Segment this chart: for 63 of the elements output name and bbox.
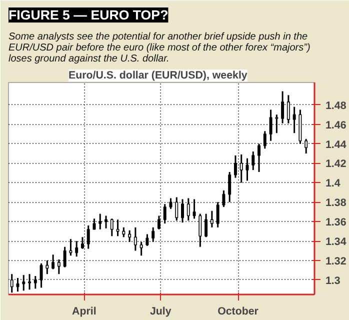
- candlestick: [69, 238, 72, 256]
- candlestick: [210, 210, 214, 228]
- y-tick-label: 1.4: [326, 178, 340, 190]
- candlestick: [57, 258, 60, 275]
- candlestick: [292, 106, 296, 134]
- y-tick-label: 1.32: [326, 255, 346, 268]
- candlestick: [28, 273, 32, 290]
- chart-subtitle: Some analysts see the potential for another brief upside push in the EUR/USD pair before the euro (like most of the other forex “majors”) loses ground against the U.S. dollar.: [8, 32, 310, 64]
- candlestick: [169, 197, 172, 210]
- candlestick: [222, 190, 226, 208]
- candlestick: [157, 214, 160, 230]
- candlestick: [122, 226, 126, 238]
- candlestick: [281, 90, 284, 124]
- candlestick: [181, 198, 184, 224]
- candlestick: [134, 226, 137, 252]
- candlestick: [52, 254, 55, 270]
- y-tick-label: 1.36: [326, 216, 346, 229]
- y-tick-label: 1.48: [326, 100, 346, 112]
- y-tick-label: 1.3: [326, 274, 340, 287]
- candlestick: [269, 108, 272, 142]
- candlestick: [152, 226, 155, 243]
- x-tick-label: October: [218, 306, 258, 318]
- candlestick: [216, 201, 220, 228]
- candlestick: [175, 196, 178, 222]
- candlestick: [263, 130, 266, 150]
- candlestick: [46, 260, 49, 275]
- candlestick: [275, 114, 278, 134]
- candlestick: [22, 274, 26, 292]
- candlestick: [116, 218, 120, 237]
- candlestick: [10, 273, 14, 294]
- candlestick: [40, 262, 43, 288]
- candlestick: [304, 138, 308, 154]
- y-tick-label: 1.42: [326, 158, 346, 170]
- candlestick: [75, 240, 78, 258]
- x-tick-label: July: [150, 306, 172, 318]
- x-tick-label: April: [72, 306, 96, 318]
- candlestick: [80, 236, 84, 250]
- candlestick: [86, 224, 90, 250]
- candlestick: [286, 94, 290, 124]
- candlestick: [204, 213, 208, 238]
- y-tick-label: 1.46: [326, 119, 346, 132]
- candlestick: [258, 143, 261, 173]
- candlestick: [240, 154, 243, 184]
- candlestick: [98, 213, 102, 230]
- candlestick: [228, 171, 232, 203]
- candlestick: [234, 154, 237, 179]
- candlestick: [140, 241, 143, 256]
- candlestick: [110, 218, 114, 237]
- candlestick: [128, 230, 132, 243]
- candlestick: [198, 213, 202, 248]
- candlestick: [104, 214, 108, 230]
- candlestick: [146, 233, 149, 247]
- candlestick: [192, 198, 196, 220]
- chart-title: FIGURE 5 — EURO TOP?: [8, 8, 168, 22]
- candlestick: [252, 150, 255, 171]
- candlestick: [34, 275, 37, 290]
- text: Euro/U.S. dollar (EUR/USD), weekly: [68, 70, 248, 82]
- candlestick: [186, 197, 190, 222]
- candlestick: [63, 246, 66, 268]
- y-tick-label: 1.38: [326, 197, 346, 210]
- candlestick: [163, 203, 166, 224]
- y-tick-label: 1.34: [326, 236, 346, 248]
- y-tick-label: 1.44: [326, 138, 346, 151]
